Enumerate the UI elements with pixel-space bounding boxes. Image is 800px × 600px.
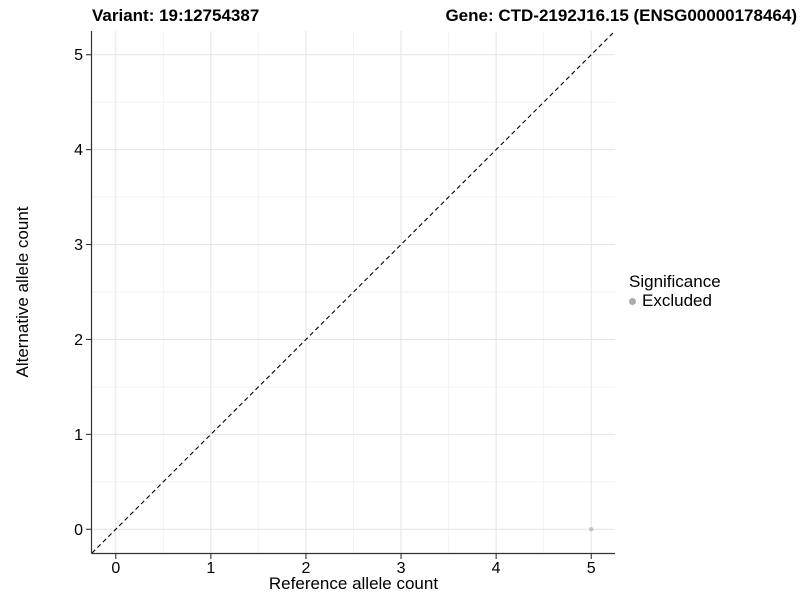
plot-title-variant: Variant: 19:12754387 [92, 6, 260, 25]
data-point [589, 527, 594, 532]
y-tick-label: 0 [74, 522, 83, 539]
plot-title-gene: Gene: CTD-2192J16.15 (ENSG00000178464) [445, 6, 797, 25]
x-tick-label: 5 [587, 560, 596, 577]
legend-title: Significance [629, 272, 721, 291]
plot-title: Variant: 19:12754387 Gene: CTD-2192J16.1… [92, 6, 797, 26]
legend-item-excluded: Excluded [629, 292, 721, 310]
y-tick-label: 4 [74, 142, 83, 159]
legend-item-label: Excluded [642, 291, 712, 310]
x-tick-label: 0 [111, 560, 120, 577]
x-tick-label: 4 [492, 560, 501, 577]
y-tick-label: 2 [74, 332, 83, 349]
legend: Significance Excluded [629, 272, 721, 310]
x-tick-label: 1 [206, 560, 215, 577]
legend-key-dot [629, 297, 636, 305]
x-axis-title: Reference allele count [268, 574, 439, 593]
y-axis-title: Alternative allele count [13, 206, 32, 378]
y-tick-label: 3 [74, 237, 83, 254]
y-tick-label: 5 [74, 47, 83, 64]
x-tick-label: 2 [302, 560, 311, 577]
y-tick-label: 1 [74, 427, 83, 444]
x-tick-label: 3 [397, 560, 406, 577]
